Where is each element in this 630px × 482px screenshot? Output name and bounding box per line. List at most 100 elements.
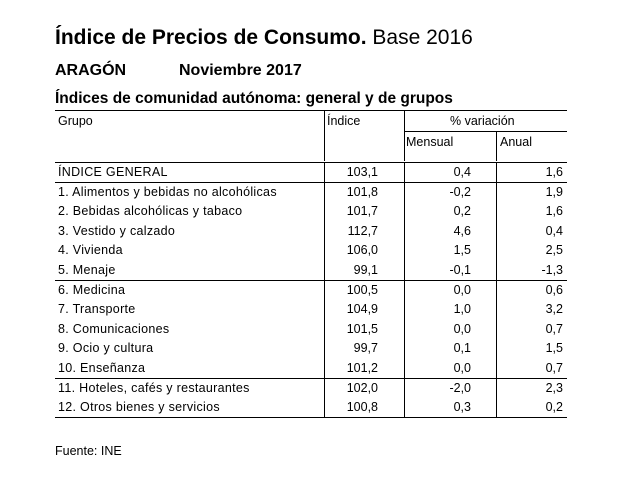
row-indice-value: 101,5 — [346, 321, 378, 336]
row-mensual-value: 0,4 — [453, 165, 471, 179]
row-mensual-value: 0,2 — [453, 204, 471, 219]
row-indice-value: 99,7 — [353, 341, 378, 356]
header-divider — [324, 111, 325, 161]
column-divider — [496, 181, 497, 203]
period-label: Noviembre 2017 — [179, 62, 302, 79]
row-group-name: 4. Vivienda — [58, 243, 123, 258]
column-divider — [324, 318, 325, 340]
row-group-name: ÍNDICE GENERAL — [58, 165, 168, 179]
header-anual: Anual — [500, 135, 532, 149]
column-divider — [496, 259, 497, 281]
table-row: 6. Medicina 100,5 0,0 0,6 — [55, 279, 567, 301]
table-row: 5. Menaje 99,1 -0,1 -1,3 — [55, 259, 567, 281]
column-divider — [496, 338, 497, 359]
row-mensual-value: 0,3 — [453, 400, 471, 415]
row-group-name: 1. Alimentos y bebidas no alcohólicas — [58, 184, 277, 199]
row-anual-value: 0,4 — [545, 223, 563, 238]
row-anual-value: 0,7 — [545, 321, 563, 336]
column-divider — [324, 259, 325, 281]
row-indice-value: 101,7 — [346, 204, 378, 219]
row-indice-value: 100,5 — [346, 282, 378, 297]
row-indice-value: 101,2 — [346, 360, 378, 375]
column-divider — [404, 318, 405, 340]
header-grupo: Grupo — [58, 114, 93, 128]
row-group-name: 9. Ocio y cultura — [58, 341, 154, 356]
column-divider — [324, 338, 325, 359]
row-mensual-value: 4,6 — [453, 223, 471, 238]
row-group-name: 6. Medicina — [58, 282, 126, 297]
row-indice-value: 106,0 — [346, 243, 378, 258]
row-group-name: 12. Otros bienes y servicios — [58, 400, 220, 415]
column-divider — [404, 240, 405, 261]
row-indice-value: 104,9 — [346, 302, 378, 317]
column-divider — [324, 162, 325, 183]
table-row: ÍNDICE GENERAL 103,1 0,4 1,6 — [55, 162, 567, 183]
table-top-rule — [55, 110, 567, 111]
row-group-name: 10. Enseñanza — [58, 360, 146, 375]
row-mensual-value: 0,0 — [453, 282, 471, 297]
column-divider — [324, 377, 325, 399]
subtitle: ARAGÓN Noviembre 2017 — [55, 62, 302, 80]
column-divider — [496, 201, 497, 222]
column-divider — [496, 318, 497, 340]
table-row: 8. Comunicaciones 101,5 0,0 0,7 — [55, 318, 567, 340]
row-group-name: 5. Menaje — [58, 262, 116, 277]
row-group-name: 11. Hoteles, cafés y restaurantes — [58, 380, 250, 395]
header-mensual: Mensual — [406, 135, 454, 149]
column-divider — [404, 162, 405, 183]
column-divider — [324, 181, 325, 203]
row-mensual-value: 1,0 — [453, 302, 471, 317]
row-anual-value: 0,6 — [545, 282, 563, 297]
row-mensual-value: 1,5 — [453, 243, 471, 258]
header-indice: Índice — [327, 114, 361, 128]
column-divider — [404, 338, 405, 359]
row-indice-value: 101,8 — [346, 184, 378, 199]
row-anual-value: 1,6 — [545, 204, 563, 219]
header-variacion: % variación — [450, 114, 515, 128]
column-divider — [496, 279, 497, 301]
table-row: 9. Ocio y cultura 99,7 0,1 1,5 — [55, 338, 567, 359]
column-divider — [324, 279, 325, 301]
row-anual-value: 3,2 — [545, 302, 563, 317]
column-divider — [496, 357, 497, 379]
row-mensual-value: 0,0 — [453, 360, 471, 375]
header-divider — [404, 111, 405, 161]
row-indice-value: 100,8 — [346, 400, 378, 415]
column-divider — [404, 279, 405, 301]
table-row: 2. Bebidas alcohólicas y tabaco 101,7 0,2 1… — [55, 201, 567, 222]
row-anual-value: 2,5 — [545, 243, 563, 258]
header-variacion-rule — [404, 131, 567, 132]
page-title-base: Base 2016 — [372, 26, 473, 49]
row-anual-value: 1,5 — [545, 341, 563, 356]
column-divider — [496, 397, 497, 418]
column-divider — [404, 220, 405, 242]
row-group-name: 3. Vestido y calzado — [58, 223, 176, 238]
source-note: Fuente: INE — [55, 444, 122, 458]
row-group-name: 7. Transporte — [58, 302, 136, 317]
column-divider — [324, 240, 325, 261]
column-divider — [404, 201, 405, 222]
column-divider — [404, 181, 405, 203]
column-divider — [404, 397, 405, 418]
column-divider — [496, 299, 497, 320]
column-divider — [404, 299, 405, 320]
column-divider — [496, 377, 497, 399]
page-title-main: Índice de Precios de Consumo. — [55, 26, 367, 49]
row-indice-value: 99,1 — [353, 262, 378, 277]
page-title: Índice de Precios de Consumo. Base 2016 — [55, 26, 473, 50]
row-group-name: 2. Bebidas alcohólicas y tabaco — [58, 204, 243, 219]
table-row: 1. Alimentos y bebidas no alcohólicas 101… — [55, 181, 567, 203]
region-label: ARAGÓN — [55, 62, 127, 79]
column-divider — [496, 240, 497, 261]
row-mensual-value: 0,0 — [453, 321, 471, 336]
row-indice-value: 112,7 — [347, 223, 378, 238]
row-mensual-value: -0,1 — [449, 262, 471, 277]
table-row: 11. Hoteles, cafés y restaurantes 102,0 -2… — [55, 377, 567, 399]
column-divider — [324, 397, 325, 418]
row-group-name: 8. Comunicaciones — [58, 321, 170, 336]
table-row: 7. Transporte 104,9 1,0 3,2 — [55, 299, 567, 320]
table-row: 3. Vestido y calzado 112,7 4,6 0,4 — [55, 220, 567, 242]
column-divider — [324, 299, 325, 320]
column-divider — [404, 259, 405, 281]
row-indice-value: 102,0 — [346, 380, 378, 395]
